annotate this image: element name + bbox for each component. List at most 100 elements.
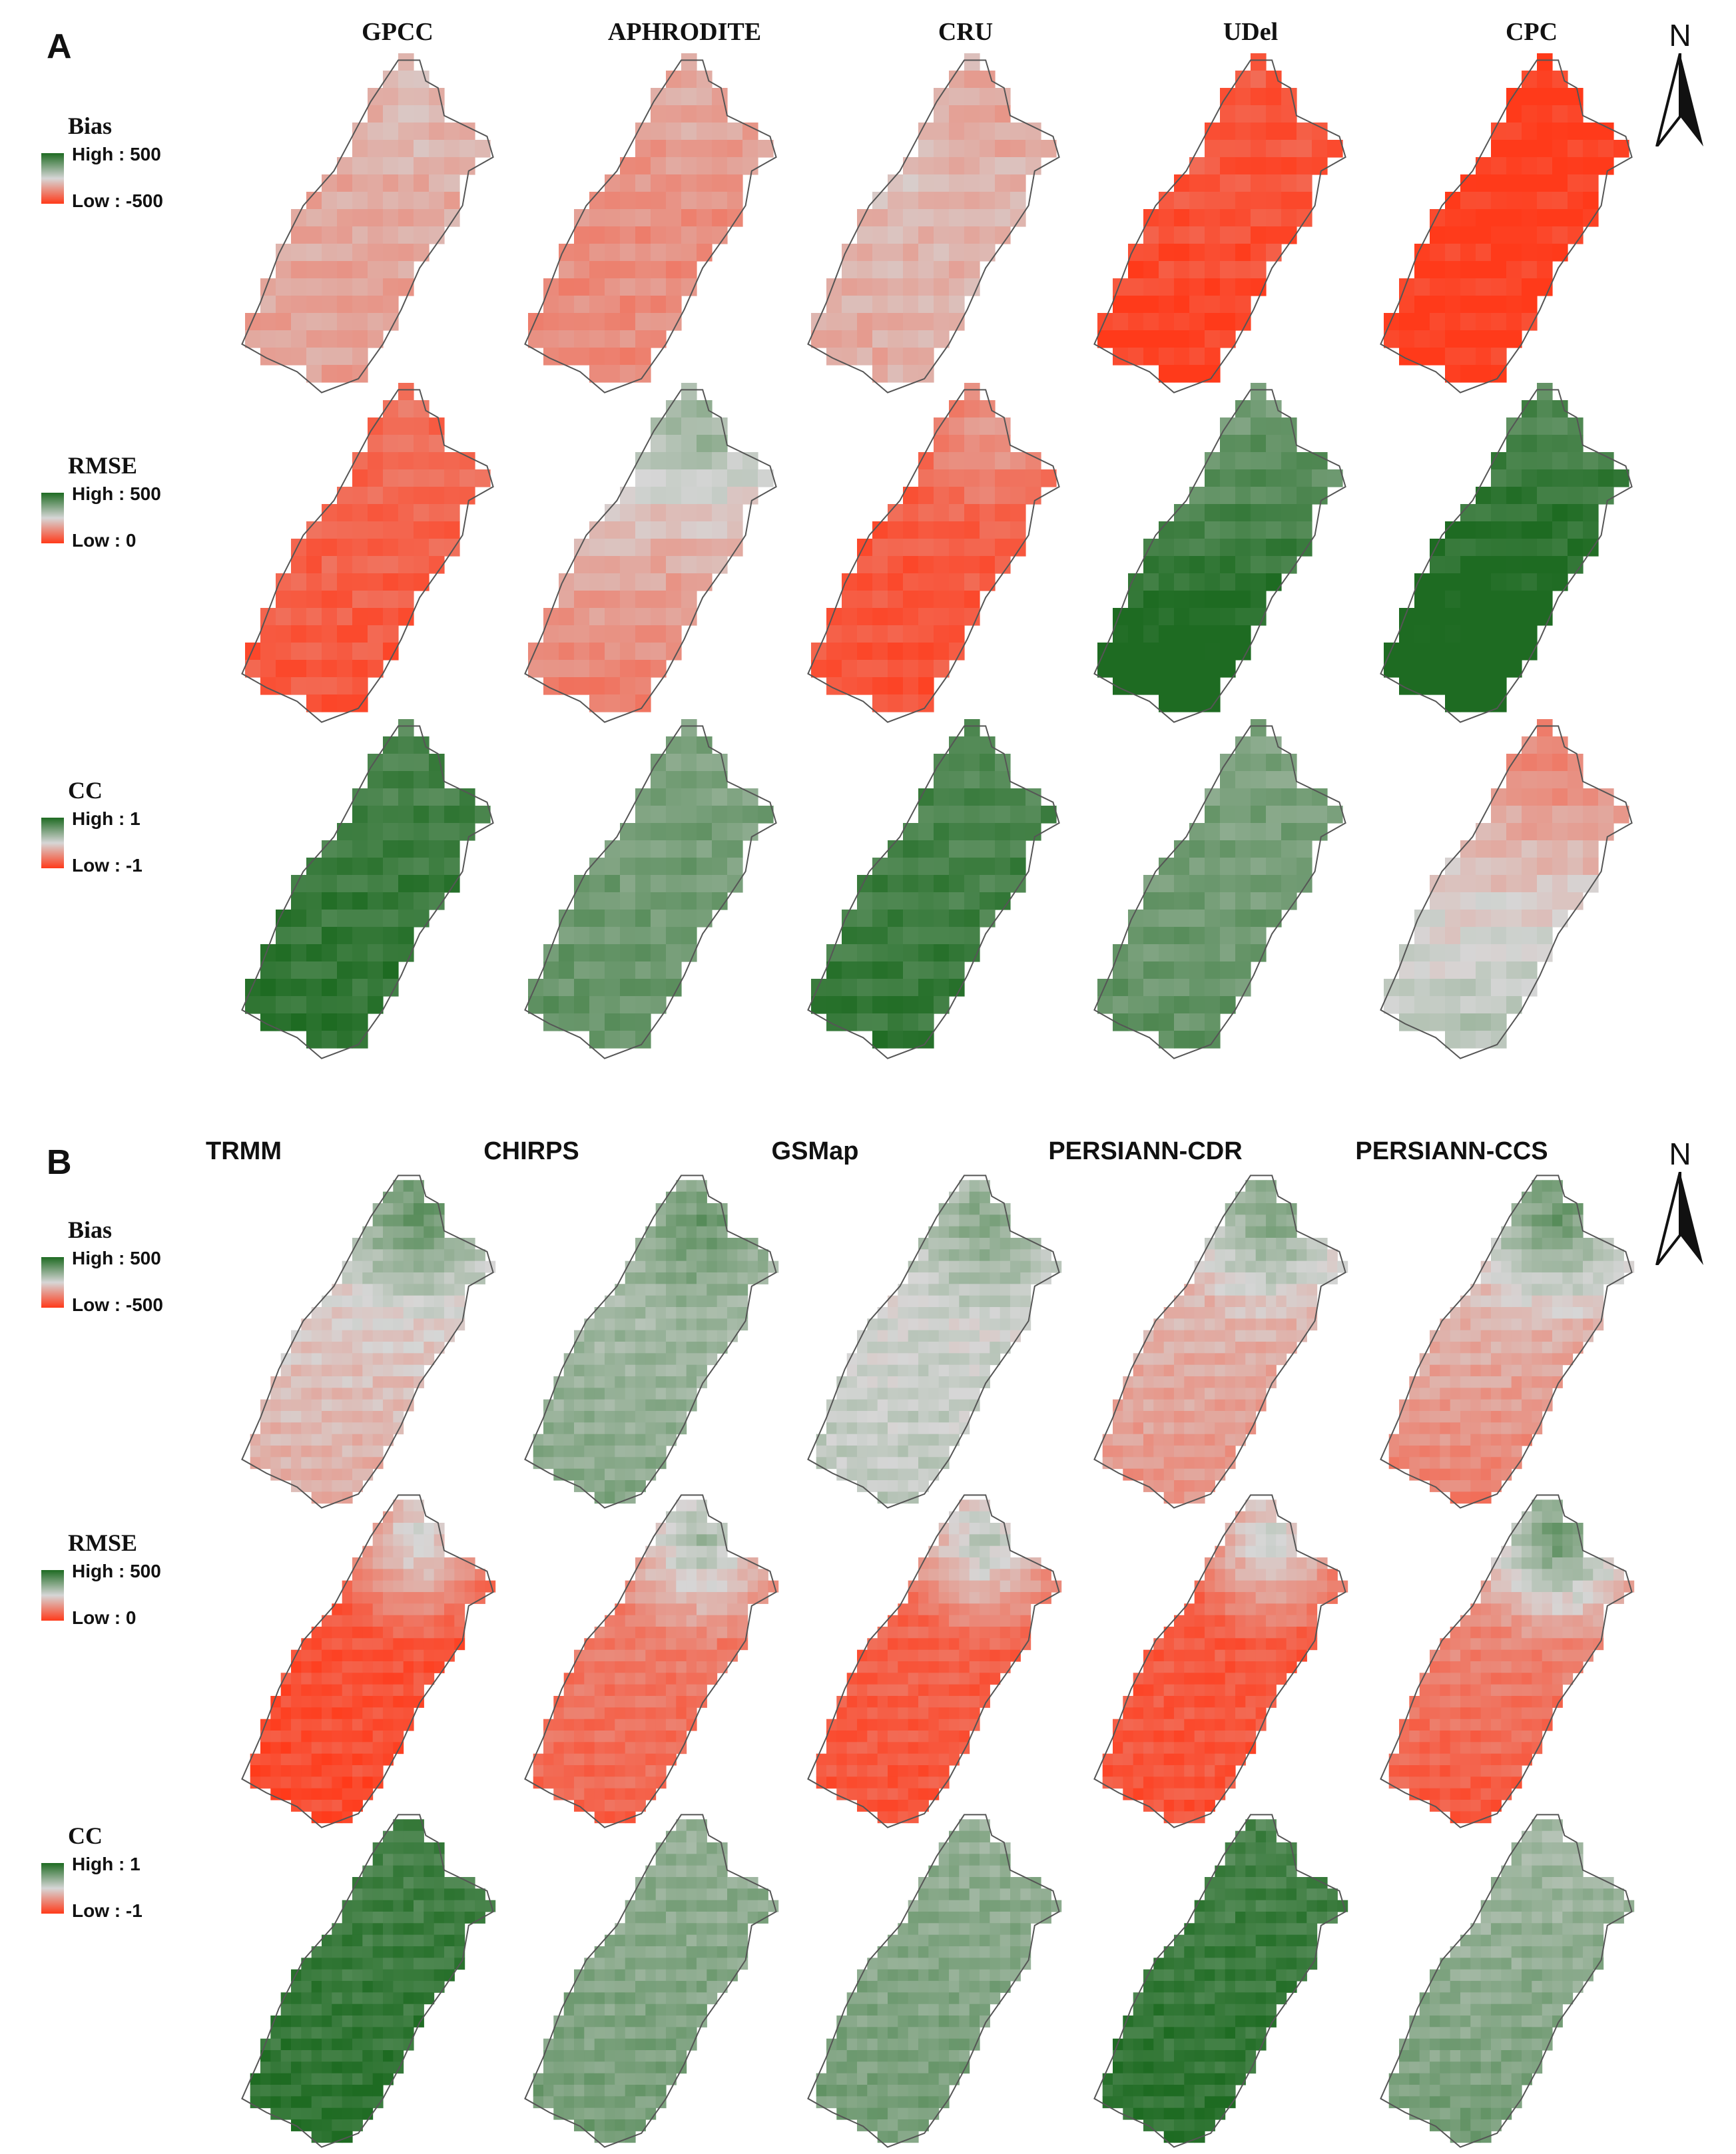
map-cell — [1491, 1261, 1502, 1273]
map-cell — [1414, 944, 1430, 962]
map-cell — [342, 1661, 353, 1673]
map-cell — [352, 1661, 363, 1673]
map-cell — [928, 1353, 939, 1365]
map-cell — [362, 1272, 373, 1284]
map-cell — [1297, 806, 1312, 824]
map-cell — [589, 573, 605, 591]
map-cell — [928, 1731, 939, 1743]
map-cell — [270, 1411, 281, 1423]
map-cell — [1568, 452, 1584, 470]
map-cell — [383, 278, 399, 296]
map-cell — [362, 1353, 373, 1365]
map-cell — [676, 1557, 687, 1569]
map-cell — [918, 487, 934, 505]
map-cell — [393, 1685, 404, 1697]
map-cell — [414, 1249, 424, 1261]
map-cell — [651, 823, 667, 841]
map-cell — [712, 88, 728, 106]
map-cell — [666, 1411, 677, 1423]
map-cell — [1266, 539, 1282, 557]
map-cell — [712, 539, 728, 557]
map-cell — [727, 157, 743, 175]
map-cell — [368, 944, 384, 962]
map-cell — [312, 1400, 322, 1412]
map-cell — [908, 1318, 919, 1330]
map-cell — [707, 1603, 717, 1615]
map-cell — [939, 1546, 950, 1558]
map-cell — [1025, 452, 1041, 470]
map-cell — [980, 469, 996, 487]
map-cell — [949, 1696, 960, 1708]
map-cell — [574, 1411, 585, 1423]
map-cell — [928, 1411, 939, 1423]
map-cell — [1522, 88, 1538, 106]
map-cell — [1164, 1388, 1175, 1400]
map-cell — [1153, 1422, 1164, 1434]
map-cell — [1184, 1469, 1195, 1481]
map-cell — [918, 1353, 929, 1365]
column-title-chirps: CHIRPS — [385, 1137, 678, 1166]
map-cell — [1220, 591, 1236, 609]
map-cell — [368, 330, 384, 348]
map-cell — [980, 771, 996, 789]
map-cell — [1000, 1307, 1011, 1319]
map-cell — [727, 1318, 738, 1330]
map-cell — [1174, 1400, 1185, 1412]
map-cell — [1552, 469, 1568, 487]
map-cell — [383, 1511, 394, 1523]
map-cell — [615, 1353, 625, 1365]
map-cell — [990, 1272, 1000, 1284]
map-cell — [424, 1249, 434, 1261]
map-cell — [459, 487, 475, 505]
map-cell — [1506, 330, 1522, 348]
map-cell — [1414, 244, 1430, 262]
map-cell — [980, 1661, 990, 1673]
map-cell — [727, 469, 743, 487]
map-cell — [826, 625, 842, 643]
map-cell — [949, 1569, 960, 1581]
map-cell — [393, 1534, 404, 1546]
map-cell — [444, 1249, 455, 1261]
map-cell — [454, 1581, 465, 1593]
map-cell — [342, 1707, 353, 1719]
map-cell — [584, 1342, 595, 1354]
map-cell — [949, 1742, 960, 1754]
map-cell — [964, 209, 980, 227]
map-cell — [1220, 174, 1236, 192]
map-cell — [1143, 625, 1159, 643]
map-cell — [928, 1707, 939, 1719]
map-cell — [737, 1581, 748, 1593]
map-cell — [1573, 1272, 1584, 1284]
map-cell — [1552, 1238, 1563, 1250]
map-cell — [645, 1411, 656, 1423]
map-cell — [1501, 1434, 1512, 1446]
map-cell — [645, 1307, 656, 1319]
map-cell — [362, 1284, 373, 1296]
map-cell — [1512, 1342, 1522, 1354]
map-cell — [337, 556, 353, 574]
map-cell — [867, 1388, 878, 1400]
map-cell — [398, 174, 414, 192]
map-cell — [337, 858, 353, 876]
map-cell — [1174, 504, 1190, 522]
map-cell — [1522, 823, 1538, 841]
map-cell — [651, 330, 667, 348]
map-cell — [393, 1650, 404, 1662]
map-cell — [620, 348, 636, 366]
map-cell — [393, 1353, 404, 1365]
map-cell — [276, 944, 292, 962]
map-cell — [528, 979, 544, 997]
map-cell — [645, 1261, 656, 1273]
map-cell — [398, 53, 414, 71]
map-cell — [444, 1557, 455, 1569]
map-cell — [352, 226, 368, 244]
map-cell — [373, 1603, 384, 1615]
map-cell — [949, 892, 965, 910]
map-cell — [697, 1318, 707, 1330]
map-cell — [605, 1754, 615, 1766]
map-cell — [352, 1615, 363, 1627]
map-cell — [645, 1238, 656, 1250]
map-cell — [918, 1013, 934, 1031]
map-cell — [276, 996, 292, 1014]
map-cell — [1266, 123, 1282, 140]
